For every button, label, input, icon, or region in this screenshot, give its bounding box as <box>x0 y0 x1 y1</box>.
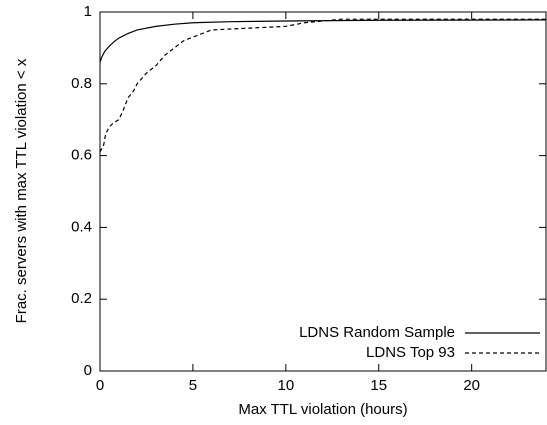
x-tick-label: 20 <box>463 377 480 394</box>
plot-frame <box>99 11 547 372</box>
y-tick-label: 0.4 <box>71 218 92 235</box>
y-tick-label: 0 <box>84 362 92 379</box>
y-tick-label: 1 <box>84 3 92 20</box>
y-tick-label: 0.2 <box>71 290 92 307</box>
x-tick-label: 0 <box>96 377 104 394</box>
x-tick-label: 15 <box>370 377 387 394</box>
y-tick-label: 0.8 <box>71 75 92 92</box>
y-tick-label: 0.6 <box>71 147 92 164</box>
x-tick-label: 5 <box>189 377 197 394</box>
series-line <box>99 19 547 63</box>
y-axis-label: Frac. servers with max TTL violation < x <box>13 58 30 323</box>
series-line <box>99 18 546 153</box>
legend-label: LDNS Random Sample <box>299 324 455 341</box>
x-axis-label: Max TTL violation (hours) <box>238 401 407 418</box>
legend-label: LDNS Top 93 <box>366 344 455 361</box>
x-tick-label: 10 <box>277 377 294 394</box>
